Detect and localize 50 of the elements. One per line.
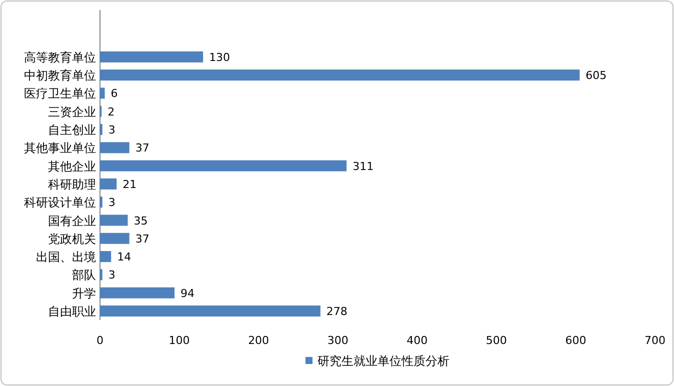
bar <box>100 142 130 154</box>
y-tick-label: 三资企业 <box>48 104 96 119</box>
bar <box>100 287 175 298</box>
data-label: 130 <box>209 50 230 64</box>
x-tick-label: 200 <box>248 334 270 347</box>
y-tick-label: 国有企业 <box>48 214 96 228</box>
data-label: 94 <box>180 286 195 300</box>
x-tick-label: 700 <box>644 334 666 347</box>
y-tick-label: 其他事业单位 <box>24 141 96 156</box>
bar <box>100 251 112 262</box>
bar <box>100 214 128 226</box>
bar <box>100 178 117 190</box>
y-tick-label: 科研设计单位 <box>24 196 96 210</box>
legend-label: 研究生就业单位性质分析 <box>318 354 450 368</box>
x-tick-label: 600 <box>565 334 586 347</box>
bar <box>100 88 105 99</box>
bar <box>100 306 320 316</box>
x-tick-label: 0 <box>96 334 104 347</box>
data-label: 3 <box>108 268 116 282</box>
data-label: 3 <box>108 196 116 210</box>
x-tick-label: 400 <box>406 334 428 347</box>
data-label: 2 <box>108 105 115 118</box>
y-tick-label: 升学 <box>72 286 96 300</box>
y-tick-label: 部队 <box>72 268 96 282</box>
x-tick-label: 100 <box>168 334 190 347</box>
y-tick-label: 医疗卫生单位 <box>24 86 96 101</box>
data-label: 21 <box>122 178 137 191</box>
y-tick-label: 自主创业 <box>48 123 96 137</box>
data-label: 37 <box>135 142 150 155</box>
bar <box>100 160 347 172</box>
data-label: 278 <box>326 305 348 318</box>
y-tick-label: 高等教育单位 <box>24 50 96 64</box>
x-tick-label: 500 <box>486 334 507 347</box>
y-tick-label: 党政机关 <box>48 232 96 246</box>
y-tick-label: 出国、出境 <box>36 250 96 264</box>
data-label: 311 <box>352 160 374 173</box>
data-label: 3 <box>108 124 116 136</box>
data-label: 6 <box>110 87 118 100</box>
y-tick-label: 其他企业 <box>48 159 96 174</box>
data-label: 605 <box>586 69 607 82</box>
bar <box>100 51 204 62</box>
data-label: 35 <box>134 214 148 228</box>
bar <box>100 232 130 244</box>
y-tick-label: 自由职业 <box>48 304 96 318</box>
data-label: 14 <box>117 250 132 264</box>
bar <box>100 70 580 81</box>
data-label: 37 <box>135 232 150 246</box>
x-tick-label: 300 <box>327 334 348 347</box>
y-tick-label: 中初教育单位 <box>24 68 96 83</box>
y-tick-label: 科研助理 <box>48 177 96 192</box>
